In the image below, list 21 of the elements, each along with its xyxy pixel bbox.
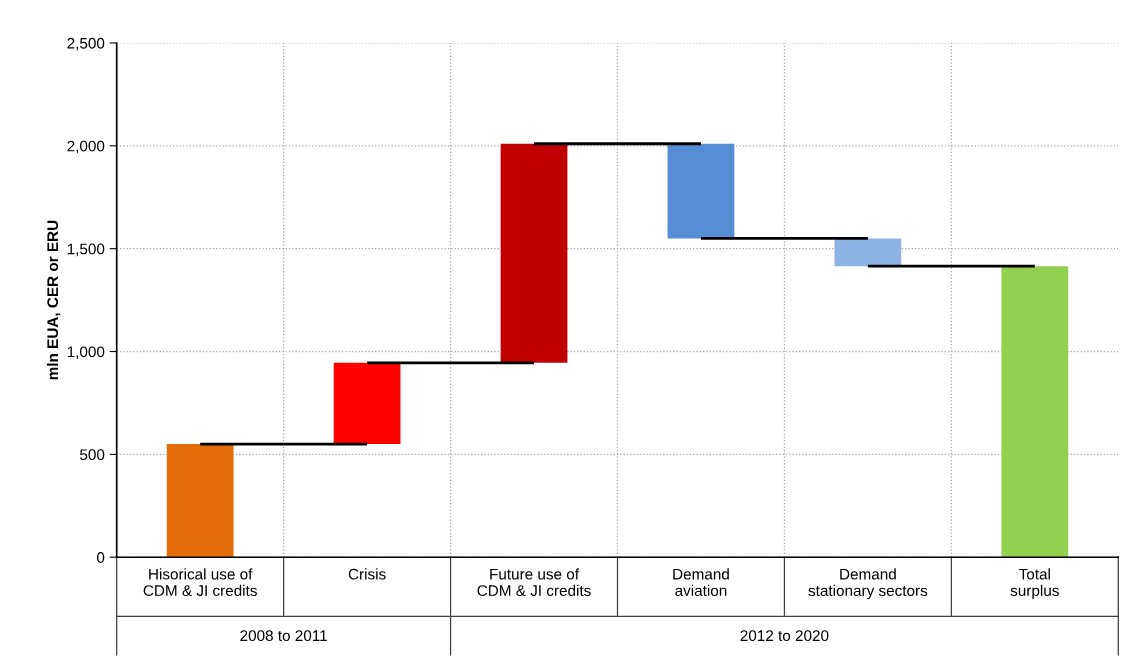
text: 2008 to 2011 bbox=[240, 630, 327, 642]
x-tick-label: Hisorical use of CDM & JI credits bbox=[143, 568, 257, 597]
x-tick-label: Future use of CDM & JI credits bbox=[477, 568, 591, 597]
x-tick-label: Total surplus bbox=[1010, 568, 1059, 600]
bar bbox=[166, 444, 234, 558]
y-tick-label: 0 bbox=[96, 552, 105, 563]
bar bbox=[834, 238, 902, 267]
bar bbox=[333, 362, 401, 445]
y-tick-label: 500 bbox=[80, 449, 105, 461]
x-tick-label: Crisis bbox=[348, 568, 386, 580]
y-tick-label: 1,500 bbox=[67, 243, 105, 257]
y-tick-label: 2,500 bbox=[67, 37, 105, 51]
y-tick-label: 2,000 bbox=[67, 140, 105, 154]
text: 2012 to 2020 bbox=[740, 630, 829, 642]
y-tick-label: 1,000 bbox=[67, 346, 105, 360]
bar bbox=[500, 143, 568, 363]
bar bbox=[1001, 266, 1069, 558]
x-tick-label: Demand aviation bbox=[673, 568, 729, 597]
y-axis-title: mln EUA, CER or ERU bbox=[46, 220, 61, 380]
x-tick-label: Demand stationary sectors bbox=[808, 568, 928, 600]
bar bbox=[667, 143, 735, 239]
